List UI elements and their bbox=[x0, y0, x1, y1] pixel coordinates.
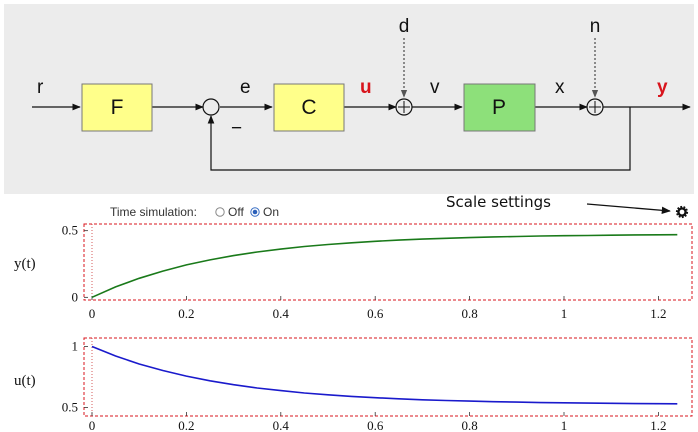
simulation-toolbar: Time simulation: Off On Scale settings bbox=[110, 193, 689, 219]
y-tick-label: 0 bbox=[72, 289, 79, 304]
x-tick-label: 0.4 bbox=[273, 306, 290, 321]
signal-label-n: n bbox=[590, 16, 601, 37]
signal-label-x: x bbox=[555, 77, 565, 98]
block-C-label: C bbox=[301, 96, 316, 119]
block-diagram: F C P r e u v x y d n − bbox=[4, 4, 694, 194]
feedback-minus-sign: − bbox=[231, 118, 242, 139]
x-tick-label: 0 bbox=[89, 418, 96, 432]
chart-u-plot-area bbox=[83, 337, 693, 417]
feedback-wire bbox=[207, 107, 631, 171]
radio-off-label: Off bbox=[228, 205, 244, 219]
chart-u-xticks: 0 0.2 0.4 0.6 0.8 1 1.2 bbox=[89, 412, 667, 432]
chart-y-series bbox=[91, 233, 678, 299]
y-tick-label: 0.5 bbox=[62, 399, 78, 414]
series-line bbox=[91, 345, 678, 405]
block-F[interactable]: F bbox=[81, 83, 153, 132]
chart-u: u(t) 0.51 0 0.2 0.4 0.6 0.8 1 1.2 bbox=[14, 337, 693, 432]
radio-on[interactable]: On bbox=[250, 205, 279, 219]
chart-y-plot-area bbox=[83, 223, 693, 301]
chart-y-xticks: 0 0.2 0.4 0.6 0.8 1 1.2 bbox=[89, 296, 667, 321]
scale-settings-pointer-arrow bbox=[586, 203, 671, 214]
chart-u-yticks: 0.51 bbox=[62, 339, 88, 414]
signal-label-e: e bbox=[240, 77, 251, 98]
summing-junction-n bbox=[586, 98, 604, 116]
y-tick-label: 0.5 bbox=[62, 223, 78, 238]
chart-y-ylabel: y(t) bbox=[14, 256, 36, 272]
signal-label-v: v bbox=[430, 77, 440, 98]
summing-junction-feedback bbox=[202, 98, 220, 116]
scale-settings-label: Scale settings bbox=[446, 193, 551, 211]
radio-on-label: On bbox=[263, 205, 279, 219]
signal-label-r: r bbox=[37, 77, 44, 98]
block-F-label: F bbox=[111, 96, 124, 119]
x-tick-label: 1 bbox=[561, 418, 568, 432]
block-P[interactable]: P bbox=[463, 83, 536, 132]
radio-off[interactable]: Off bbox=[215, 205, 245, 219]
signal-label-y: y bbox=[657, 77, 668, 98]
y-tick-label: 1 bbox=[72, 339, 79, 354]
block-C[interactable]: C bbox=[273, 83, 345, 132]
x-tick-label: 0.6 bbox=[367, 418, 384, 432]
x-tick-label: 0.2 bbox=[178, 418, 194, 432]
x-tick-label: 1 bbox=[561, 306, 568, 321]
x-tick-label: 1.2 bbox=[650, 306, 666, 321]
chart-u-ylabel: u(t) bbox=[14, 373, 36, 389]
signal-label-d: d bbox=[399, 16, 410, 37]
x-tick-label: 1.2 bbox=[650, 418, 666, 432]
x-tick-label: 0.8 bbox=[461, 418, 477, 432]
summing-junction-d bbox=[395, 98, 413, 116]
time-simulation-label: Time simulation: bbox=[110, 205, 197, 219]
signal-label-u: u bbox=[360, 77, 372, 98]
chart-y: y(t) 00.5 0 0.2 0.4 0.6 0.8 1 1.2 bbox=[14, 223, 693, 321]
x-tick-label: 0 bbox=[89, 306, 96, 321]
x-tick-label: 0.2 bbox=[178, 306, 194, 321]
gear-icon[interactable] bbox=[675, 205, 689, 219]
chart-u-series bbox=[91, 345, 678, 405]
x-tick-label: 0.8 bbox=[461, 306, 477, 321]
block-P-label: P bbox=[492, 96, 506, 119]
x-tick-label: 0.4 bbox=[273, 418, 290, 432]
chart-y-yticks: 00.5 bbox=[62, 223, 88, 304]
x-tick-label: 0.6 bbox=[367, 306, 384, 321]
series-line bbox=[91, 233, 678, 299]
